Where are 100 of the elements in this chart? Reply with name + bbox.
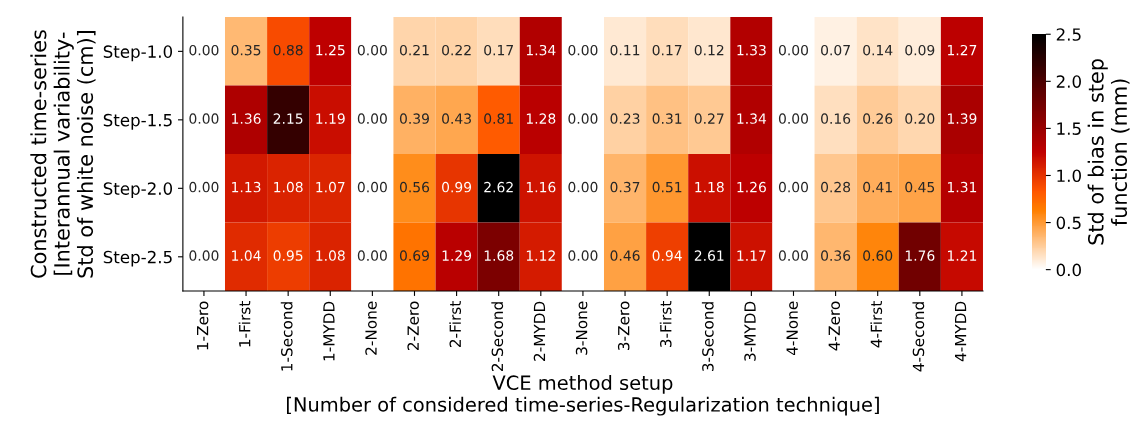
data-label: 1.25 [316, 44, 345, 56]
data-label: 0.26 [863, 113, 893, 124]
data-label: 0.81 [484, 113, 513, 124]
data-label: 0.31 [652, 113, 682, 124]
data-label: 2.62 [484, 181, 513, 193]
x-tick-label: 1-Zero [197, 301, 209, 350]
data-label: 0.94 [652, 250, 682, 261]
data-label: 0.14 [863, 44, 893, 56]
data-label: 0.07 [821, 44, 850, 56]
x-tick-label: 2-None [365, 301, 377, 355]
data-label: 0.27 [694, 113, 724, 124]
data-label: 1.08 [316, 250, 345, 261]
data-label: 0.69 [399, 250, 429, 261]
data-label: 1.12 [526, 250, 555, 261]
data-label: 0.00 [357, 44, 387, 56]
data-label: 1.13 [232, 181, 261, 193]
x-tick-label: 2-MYDD [533, 301, 546, 361]
x-tick-label: 1-Second [280, 302, 293, 371]
data-label: 1.21 [947, 250, 977, 261]
data-label: 1.08 [274, 181, 303, 193]
y-tick-label: Step-1.5 [103, 113, 172, 130]
data-label: 0.00 [189, 113, 219, 124]
color-bar-label: 2.0 [1056, 75, 1081, 88]
data-label: 1.26 [737, 181, 766, 193]
data-label: 0.00 [189, 44, 219, 56]
color-bar-label: 0.5 [1056, 216, 1081, 230]
color-bar-title: Std of bias in step function (mm) [1087, 59, 1130, 245]
data-label: 0.43 [442, 113, 471, 124]
data-label: 1.76 [905, 250, 935, 261]
x-tick-label: 4-MYDD [955, 301, 967, 362]
data-label: 1.34 [526, 44, 556, 56]
x-tick-label: 1-MYDD [323, 301, 335, 361]
data-label: 1.19 [316, 113, 345, 124]
x-tick-label: 3-Zero [617, 301, 630, 350]
x-tick-label: 2-Second [491, 302, 504, 372]
data-label: 0.23 [610, 113, 640, 124]
data-label: 0.00 [189, 250, 219, 261]
data-label: 1.07 [316, 181, 345, 193]
data-label: 1.16 [526, 181, 556, 193]
data-label: 0.20 [905, 113, 935, 124]
x-axis-title: VCE method setup [Number of considered time-series-Regularization technique] [287, 375, 879, 416]
data-label: 0.51 [652, 181, 682, 193]
data-label: 0.12 [694, 44, 724, 56]
x-tick-label: 2-First [449, 301, 462, 348]
color-bar-label: 1.0 [1057, 169, 1081, 183]
data-label: 0.00 [568, 113, 598, 124]
color-bar-label: 0.0 [1056, 263, 1081, 277]
data-label: 1.17 [737, 250, 766, 261]
data-label: 0.00 [778, 250, 809, 261]
data-label: 0.11 [610, 44, 640, 56]
data-label: 1.36 [232, 113, 261, 124]
data-label: 0.00 [778, 113, 809, 124]
data-label: 1.27 [947, 44, 977, 56]
data-label: 0.00 [568, 250, 598, 261]
data-label: 1.31 [947, 181, 977, 193]
x-tick-label: 4-First [870, 301, 883, 348]
data-label: 1.04 [232, 250, 261, 261]
data-label: 0.45 [905, 181, 935, 193]
x-tick-label: 3-First [659, 301, 672, 347]
data-label: 0.09 [905, 44, 935, 56]
x-tick-label: 4-Zero [828, 301, 841, 351]
data-label: 0.00 [778, 181, 809, 193]
data-label: 1.33 [737, 44, 766, 56]
data-label: 0.21 [399, 44, 429, 56]
y-tick-label: Step-1.0 [103, 45, 173, 62]
data-label: 0.41 [863, 181, 892, 193]
data-label: 1.18 [695, 181, 724, 193]
data-label: 0.16 [821, 113, 851, 124]
data-label: 1.28 [526, 113, 556, 124]
data-label: 0.35 [231, 44, 261, 56]
x-tick-label: 2-Zero [407, 301, 419, 351]
data-label: 0.46 [610, 250, 640, 261]
data-label: 1.39 [947, 113, 977, 124]
data-label: 0.00 [568, 181, 598, 193]
data-label: 0.17 [652, 44, 682, 56]
x-tick-label: 3-Second [701, 302, 714, 372]
data-label: 1.34 [737, 113, 767, 124]
x-tick-label: 3-MYDD [744, 301, 756, 361]
data-label: 0.17 [484, 44, 513, 56]
data-label: 0.37 [610, 181, 640, 193]
data-label: 0.99 [442, 181, 472, 193]
data-label: 1.29 [442, 250, 472, 261]
data-label: 2.15 [273, 113, 303, 124]
data-label: 0.88 [273, 44, 303, 56]
data-label: 0.22 [442, 44, 471, 56]
data-label: 0.39 [399, 113, 429, 124]
color-bar-label: 2.5 [1056, 28, 1081, 41]
x-tick-label: 3-None [575, 301, 588, 355]
data-label: 0.00 [189, 181, 219, 193]
y-axis-title: Constructed time-series [Interannual variability- Std of white noise (cm)] [30, 30, 96, 278]
data-label: 0.00 [357, 181, 387, 193]
data-label: 0.00 [357, 250, 387, 261]
x-tick-label: 1-First [238, 301, 251, 347]
data-label: 0.60 [863, 250, 893, 261]
x-tick-label: 4-None [786, 301, 798, 356]
y-tick-label: Step-2.5 [103, 250, 172, 267]
data-label: 2.61 [694, 250, 724, 261]
data-label: 0.28 [821, 181, 851, 193]
data-label: 0.36 [821, 250, 851, 261]
color-bar-label: 1.5 [1057, 122, 1081, 135]
